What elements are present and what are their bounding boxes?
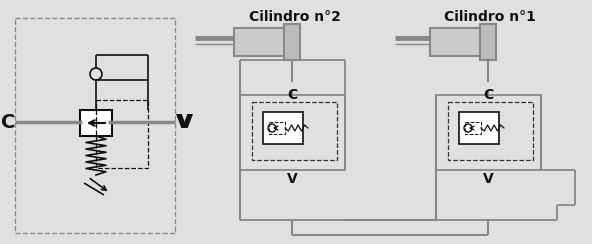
Text: C: C <box>287 88 297 102</box>
Bar <box>269 122 285 134</box>
Bar <box>15 18 175 233</box>
Text: C: C <box>1 112 15 132</box>
Bar <box>284 24 300 60</box>
Bar <box>480 24 496 60</box>
Bar <box>96 100 148 168</box>
Bar <box>436 95 541 170</box>
Text: Cilindro n°2: Cilindro n°2 <box>249 10 341 24</box>
Bar <box>448 102 533 160</box>
Bar <box>459 112 499 144</box>
Text: V: V <box>482 172 493 186</box>
Bar <box>252 102 337 160</box>
Bar <box>80 110 112 136</box>
Text: V: V <box>178 112 192 132</box>
Bar <box>240 95 345 170</box>
Bar <box>263 112 303 144</box>
Text: V: V <box>287 172 297 186</box>
Text: C: C <box>483 88 493 102</box>
Bar <box>234 28 286 56</box>
Text: V: V <box>175 112 191 132</box>
Text: Cilindro n°1: Cilindro n°1 <box>444 10 536 24</box>
Bar <box>430 28 482 56</box>
Bar <box>465 122 481 134</box>
